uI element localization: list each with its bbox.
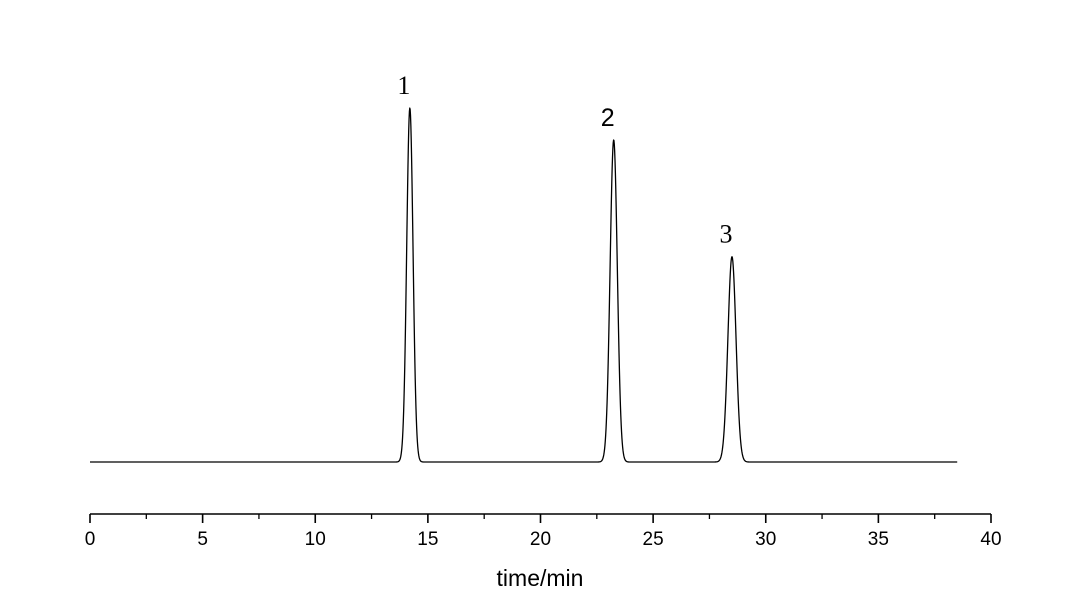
plot-area: 1 2 3 [89,71,958,463]
x-tick-label: 20 [530,529,551,550]
peak-label-2: 2 [601,104,615,132]
chromatogram-trace [89,107,958,463]
x-tick-label: 30 [755,529,776,550]
x-tick-label: 15 [417,529,438,550]
x-tick-label: 5 [197,529,208,550]
x-axis-title: time/min [497,565,584,591]
x-ticks [89,514,992,523]
peak-label-1: 1 [397,71,410,100]
peak-label-3: 3 [720,220,733,249]
x-tick-label: 10 [305,529,326,550]
x-tick-label: 40 [980,529,1001,550]
peak-labels: 1 2 3 [397,71,732,249]
x-tick-label: 35 [868,529,889,550]
x-tick-label: 0 [85,529,96,550]
x-tick-label: 25 [643,529,664,550]
x-axis: 0 5 10 15 20 25 30 35 40 [85,513,1002,550]
x-tick-labels: 0 5 10 15 20 25 30 35 40 [85,529,1002,550]
